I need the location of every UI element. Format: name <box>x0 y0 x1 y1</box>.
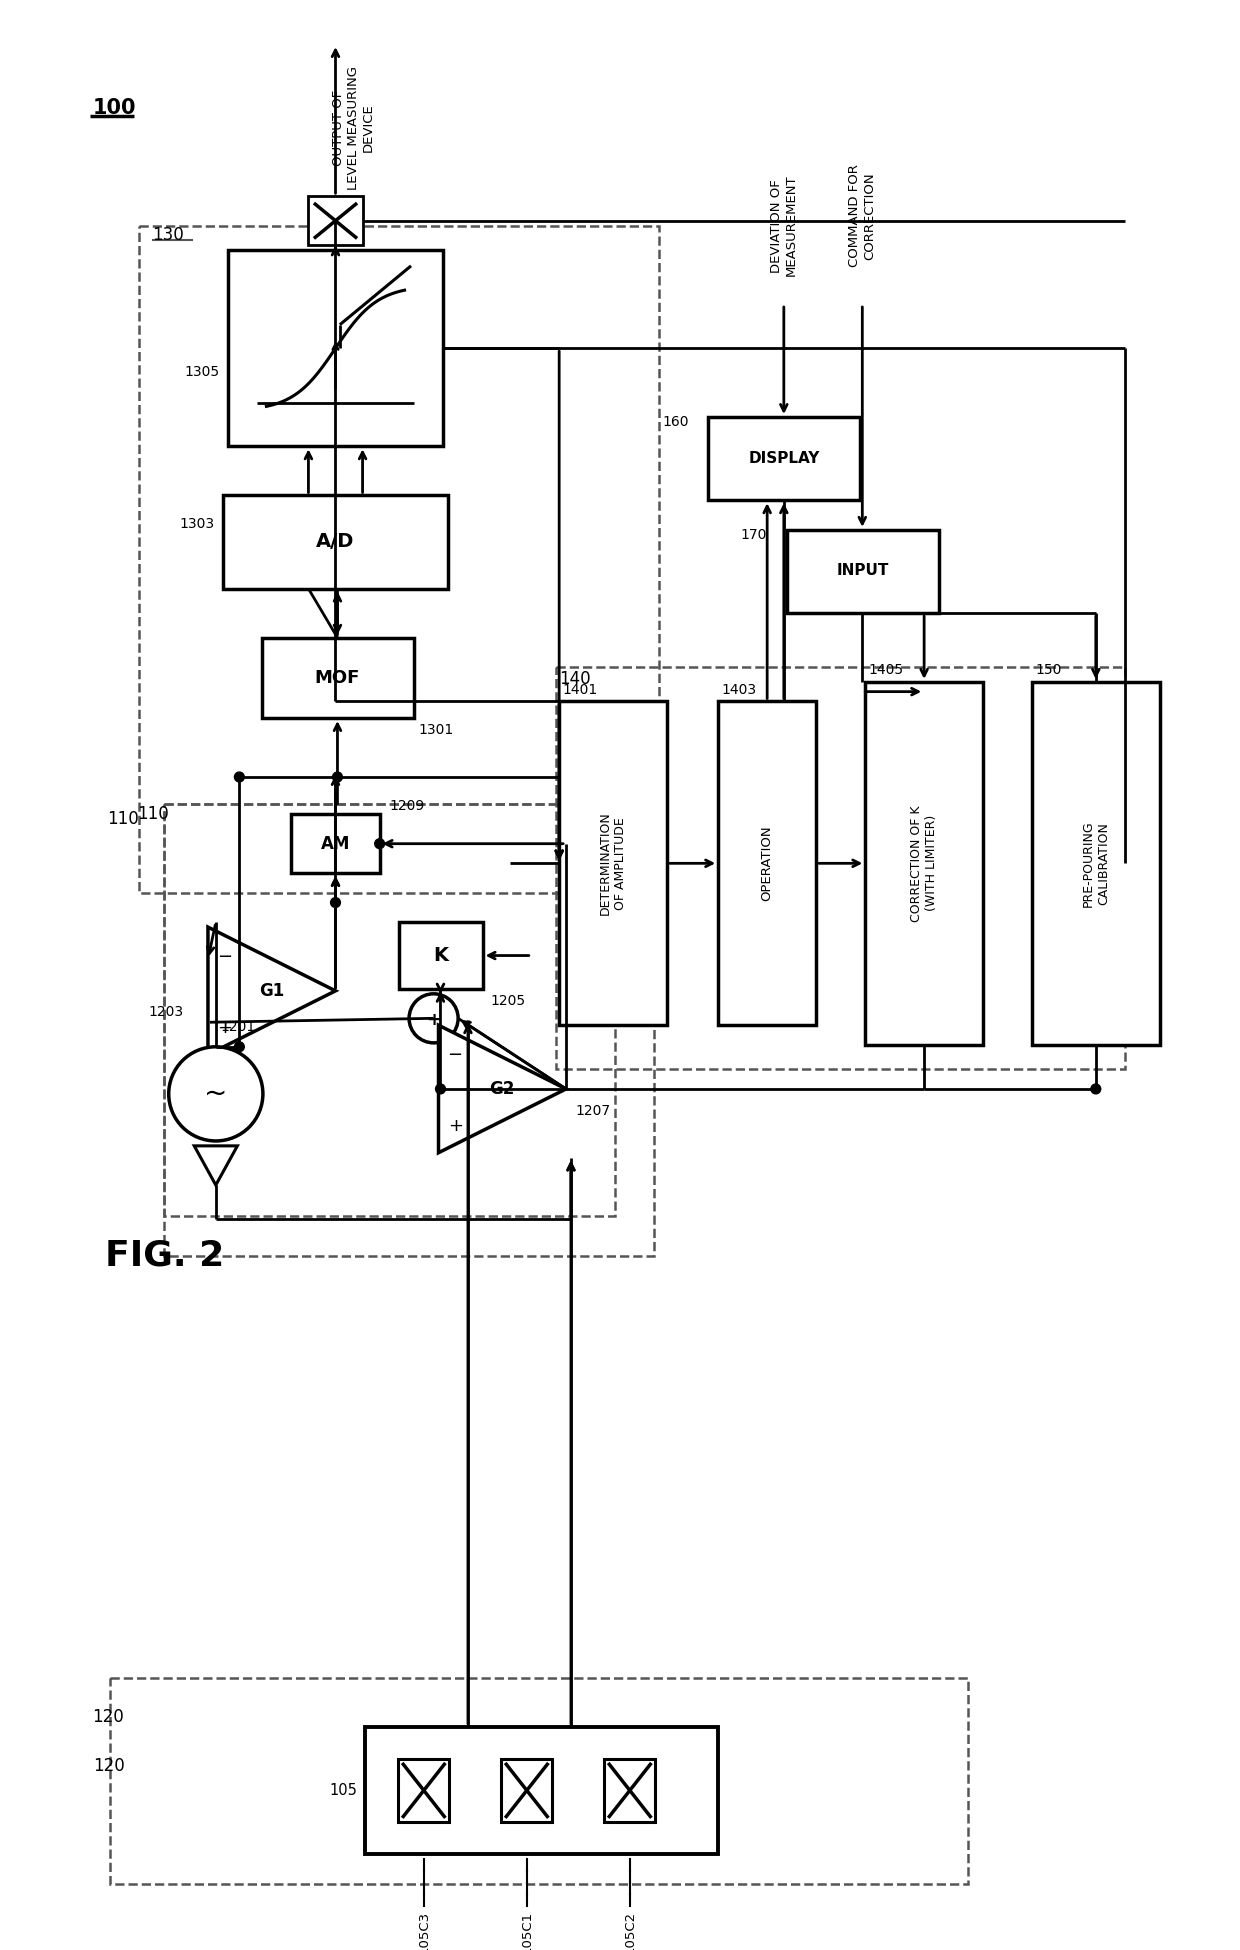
Text: 1403: 1403 <box>720 682 756 696</box>
Bar <box>223 495 449 589</box>
Text: DISPLAY: DISPLAY <box>748 450 820 466</box>
Text: 100: 100 <box>92 98 135 117</box>
Bar <box>559 702 667 1026</box>
Bar <box>308 197 363 246</box>
Circle shape <box>435 1084 445 1094</box>
Circle shape <box>234 1041 244 1051</box>
Circle shape <box>409 994 458 1043</box>
Bar <box>866 682 983 1045</box>
Text: 1207: 1207 <box>575 1104 611 1117</box>
Text: FIG. 2: FIG. 2 <box>105 1238 224 1273</box>
Text: 1205: 1205 <box>491 994 526 1008</box>
Text: 120: 120 <box>92 1708 124 1726</box>
Bar <box>399 922 482 989</box>
Bar <box>110 1677 968 1884</box>
Polygon shape <box>195 1147 237 1186</box>
Circle shape <box>331 897 341 907</box>
Bar <box>786 530 939 612</box>
Bar <box>291 815 379 874</box>
Bar <box>708 417 861 501</box>
Bar <box>501 1759 552 1821</box>
Bar <box>164 805 655 1256</box>
Text: 170: 170 <box>740 528 768 542</box>
Circle shape <box>374 838 384 848</box>
Text: AM: AM <box>321 835 350 852</box>
Text: 160: 160 <box>662 415 688 429</box>
Text: 1209: 1209 <box>389 800 425 813</box>
Text: 130: 130 <box>153 226 184 244</box>
Text: 110: 110 <box>138 805 169 823</box>
Text: A/D: A/D <box>316 532 355 552</box>
Text: −: − <box>448 1045 463 1063</box>
Text: +: + <box>448 1117 463 1135</box>
Text: CORRECTION OF K
(WITH LIMITER): CORRECTION OF K (WITH LIMITER) <box>910 805 939 922</box>
Bar <box>718 702 816 1026</box>
Polygon shape <box>208 926 336 1055</box>
Bar <box>365 1726 718 1854</box>
Text: −: − <box>217 948 232 965</box>
Text: 1305: 1305 <box>185 365 219 378</box>
Text: INPUT: INPUT <box>836 564 889 579</box>
Text: OUTPUT OF
LEVEL MEASURING
DEVICE: OUTPUT OF LEVEL MEASURING DEVICE <box>331 66 374 189</box>
Bar <box>604 1759 655 1821</box>
Circle shape <box>234 772 244 782</box>
Text: 105C1: 105C1 <box>521 1911 533 1950</box>
Text: 105: 105 <box>329 1782 357 1798</box>
Text: 105C3: 105C3 <box>418 1911 430 1950</box>
Text: ~: ~ <box>205 1080 227 1108</box>
Text: 105C2: 105C2 <box>624 1911 636 1950</box>
Text: MOF: MOF <box>315 669 360 686</box>
Polygon shape <box>439 1026 565 1152</box>
Bar <box>398 1759 449 1821</box>
Text: 150: 150 <box>1035 663 1061 677</box>
Bar <box>1032 682 1159 1045</box>
Bar <box>139 226 660 893</box>
Circle shape <box>169 1047 263 1141</box>
Text: 1201: 1201 <box>221 1020 255 1034</box>
Text: 1301: 1301 <box>419 723 454 737</box>
Text: G1: G1 <box>259 983 284 1000</box>
Text: OPERATION: OPERATION <box>760 825 774 901</box>
Text: PRE-POURING
CALIBRATION: PRE-POURING CALIBRATION <box>1081 821 1110 907</box>
Text: DEVIATION OF
MEASUREMENT: DEVIATION OF MEASUREMENT <box>770 176 797 277</box>
Text: 1203: 1203 <box>149 1006 184 1020</box>
Text: 120: 120 <box>93 1757 125 1774</box>
Text: 140: 140 <box>559 671 590 688</box>
Circle shape <box>1091 1084 1101 1094</box>
Text: DETERMINATION
OF AMPLITUDE: DETERMINATION OF AMPLITUDE <box>599 811 627 915</box>
Bar <box>164 805 615 1217</box>
Text: 1401: 1401 <box>562 682 598 696</box>
Text: K: K <box>433 946 448 965</box>
Text: G2: G2 <box>490 1080 515 1098</box>
Bar <box>557 667 1125 1069</box>
Bar <box>262 638 414 718</box>
Text: +: + <box>217 1020 232 1037</box>
Circle shape <box>332 772 342 782</box>
Text: COMMAND FOR
CORRECTION: COMMAND FOR CORRECTION <box>848 164 877 267</box>
Text: 110: 110 <box>108 809 139 829</box>
Bar <box>228 250 444 447</box>
Text: +: + <box>427 1012 441 1030</box>
Text: 1405: 1405 <box>868 663 903 677</box>
Text: 1303: 1303 <box>180 517 215 530</box>
